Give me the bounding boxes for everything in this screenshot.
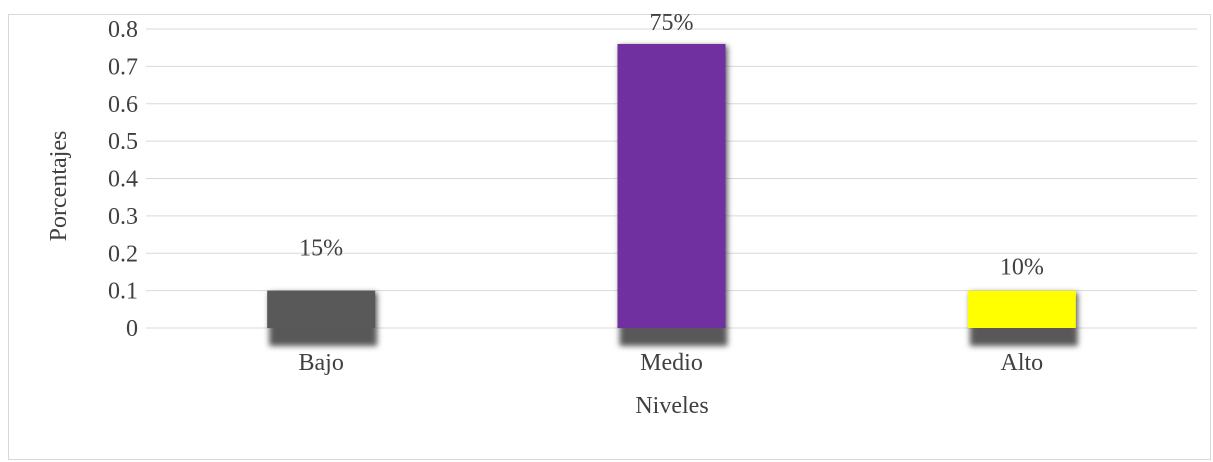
data-label: 75% (650, 10, 694, 36)
y-tick-label: 0.6 (108, 92, 138, 118)
bar-bajo (267, 290, 376, 328)
y-tick-label: 0.7 (108, 54, 138, 80)
data-label: 10% (1000, 255, 1044, 281)
x-axis-title: Niveles (635, 393, 708, 419)
y-axis-title: Porcentajes (46, 131, 72, 242)
y-tick-label: 0.1 (108, 279, 138, 305)
y-tick-label: 0 (126, 316, 138, 342)
chart-frame (8, 14, 1211, 460)
data-labels: 15% 75% 10% (299, 10, 1044, 281)
data-label: 15% (299, 236, 343, 262)
bar-alto (967, 290, 1076, 328)
bars (267, 43, 1078, 346)
bar-medio (617, 43, 726, 328)
x-tick-label: Medio (640, 350, 703, 376)
y-tick-labels: 0 0.1 0.2 0.3 0.4 0.5 0.6 0.7 0.8 (108, 17, 138, 342)
y-tick-label: 0.3 (108, 204, 138, 230)
y-tick-label: 0.5 (108, 129, 138, 155)
x-tick-labels: Bajo Medio Alto (299, 350, 1044, 376)
y-tick-label: 0.4 (108, 167, 138, 193)
x-tick-label: Alto (1000, 350, 1043, 376)
x-tick-label: Bajo (299, 350, 344, 376)
y-tick-label: 0.2 (108, 241, 138, 267)
y-tick-label: 0.8 (108, 17, 138, 43)
